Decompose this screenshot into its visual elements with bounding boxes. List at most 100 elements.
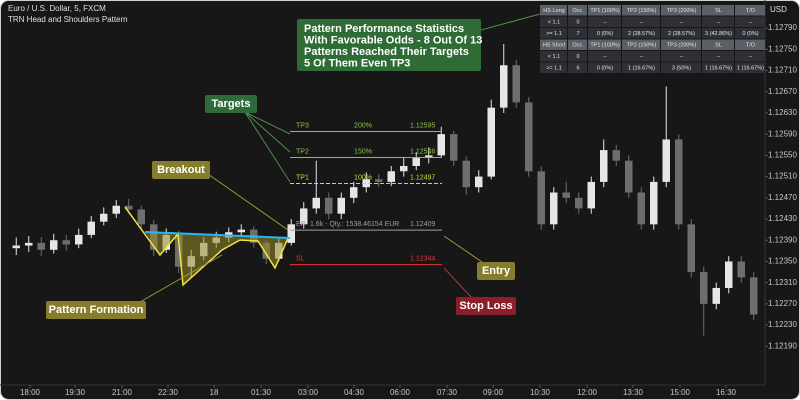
table-text: TP3 (200%) — [667, 43, 697, 49]
table-cell — [568, 51, 587, 62]
table-cell — [540, 5, 567, 16]
candle-body — [437, 134, 445, 156]
table-text: 0 — [576, 54, 579, 60]
candle-body — [25, 242, 33, 246]
candle-body — [587, 181, 595, 209]
candle-body — [487, 107, 495, 177]
y-tick-label: 1.12630 — [768, 108, 797, 117]
level-name: TP3 — [296, 122, 309, 129]
candle-body — [100, 213, 108, 222]
table-cell — [622, 5, 660, 16]
table-text: 2 (28.57%) — [628, 31, 655, 37]
table-cell — [702, 39, 734, 50]
y-tick-label: 1.12350 — [768, 257, 797, 266]
level-price: 1.12344 — [410, 255, 435, 262]
neckline — [144, 231, 291, 239]
table-cell — [540, 39, 567, 50]
candle-body — [575, 197, 583, 209]
table-cell — [568, 28, 587, 39]
table-text: 1 (16.67%) — [705, 66, 732, 72]
x-tick-label: 12:00 — [577, 388, 598, 397]
level-price: 1.12497 — [410, 174, 435, 181]
table-text: 0 (0%) — [597, 66, 613, 72]
candle-body — [237, 229, 245, 233]
table-cell — [661, 39, 701, 50]
candle-body — [725, 261, 733, 288]
table-text: 1 (16.67%) — [737, 66, 764, 72]
table-cell — [540, 51, 567, 62]
x-tick-label: 07:30 — [437, 388, 458, 397]
candle-body — [400, 165, 408, 172]
table-cell — [702, 62, 734, 73]
level-name: EP — [296, 221, 306, 228]
candle-body — [475, 176, 483, 188]
table-cell — [735, 51, 765, 62]
y-tick-label: 1.12190 — [768, 341, 797, 350]
table-cell — [588, 16, 621, 27]
table-text: TP2 (150%) — [627, 8, 657, 14]
stats-line: Patterns Reached Their Targets — [304, 46, 469, 58]
table-text: -- — [603, 20, 607, 26]
candle-body — [650, 181, 658, 225]
x-tick-label: 21:00 — [112, 388, 133, 397]
candle-body — [700, 272, 708, 304]
x-tick-label: 19:30 — [65, 388, 86, 397]
candle-body — [37, 242, 45, 250]
pattern-fill — [125, 207, 288, 285]
x-tick-label: 22:30 — [158, 388, 179, 397]
table-cell — [568, 39, 587, 50]
candle-body — [350, 187, 358, 198]
target-arrows — [244, 111, 291, 183]
level-detail: 1.6k - Qty.: 1538.46154 EUR — [310, 221, 399, 228]
y-tick-label: 1.12550 — [768, 150, 797, 159]
table-text: TP1 (100%) — [590, 43, 620, 49]
table-cell — [735, 16, 765, 27]
table-cell — [661, 51, 701, 62]
table-cell — [622, 16, 660, 27]
candle-body — [537, 171, 545, 225]
table-cell — [588, 28, 621, 39]
candle-body — [50, 240, 58, 250]
candle-body — [412, 158, 420, 166]
stats-line: With Favorable Odds - 8 Out Of 13 — [304, 34, 482, 46]
table-cell — [588, 39, 621, 50]
x-tick-label: 13:30 — [623, 388, 644, 397]
table-cell — [588, 51, 621, 62]
table-text: >= 1.1 — [546, 66, 562, 72]
table-cell — [540, 28, 567, 39]
table-cell — [735, 62, 765, 73]
breakout-arrow — [204, 171, 289, 231]
candle-body — [625, 160, 633, 193]
stoploss-box — [456, 297, 516, 315]
breakout-box — [152, 161, 210, 179]
table-text: -- — [640, 20, 644, 26]
y-tick-label: 1.12390 — [768, 235, 797, 244]
table-text: -- — [680, 20, 684, 26]
y-tick-label: 1.12750 — [768, 44, 797, 53]
targets-box — [205, 95, 257, 113]
table-cell — [702, 51, 734, 62]
level-price: 1.12546 — [410, 148, 435, 155]
table-text: SL — [715, 8, 722, 14]
table-text: >= 1.1 — [546, 31, 562, 37]
candle-body — [337, 197, 345, 214]
breakout-label: Breakout — [157, 164, 205, 176]
candle-body — [712, 287, 720, 304]
stats-table: HS Long Occ. TP1 (100%) TP2 (150%) TP3 (200%… — [540, 5, 765, 73]
y-tick-label: 1.12310 — [768, 278, 797, 287]
candle-body — [75, 234, 83, 245]
table-cell — [735, 28, 765, 39]
candle-body — [637, 192, 645, 225]
formation-label: Pattern Formation — [49, 304, 144, 316]
table-cell — [702, 28, 734, 39]
y-tick-label: 1.12670 — [768, 87, 797, 96]
level-percent: 150% — [354, 148, 372, 155]
indicator-name: TRN Head and Shoulders Pattern — [8, 15, 128, 24]
table-text: TP1 (100%) — [590, 8, 620, 14]
x-tick-label: 09:00 — [483, 388, 504, 397]
candle-body — [112, 205, 120, 214]
candle-body — [125, 205, 133, 210]
candle-body — [287, 224, 295, 243]
candle-body — [312, 197, 320, 209]
table-text: -- — [717, 20, 721, 26]
